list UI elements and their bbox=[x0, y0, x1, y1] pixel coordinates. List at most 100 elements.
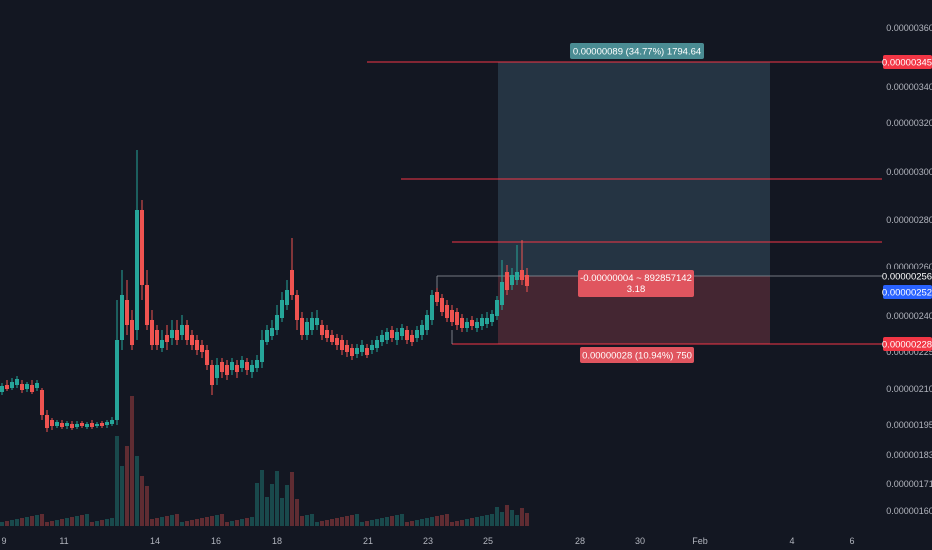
volume-bar bbox=[345, 516, 349, 526]
candle-body bbox=[225, 365, 229, 375]
time-tick-label: 9 bbox=[1, 536, 6, 546]
candle-body bbox=[245, 362, 249, 370]
volume-bar bbox=[240, 519, 244, 526]
svg-text:0.00000252: 0.00000252 bbox=[882, 288, 932, 299]
candle-body bbox=[510, 275, 514, 285]
volume-bar bbox=[40, 514, 44, 526]
candle-body bbox=[220, 362, 224, 372]
candle-body bbox=[450, 310, 454, 322]
candle-body bbox=[385, 332, 389, 340]
candle-body bbox=[235, 365, 239, 372]
volume-bar bbox=[260, 470, 264, 526]
volume-bar bbox=[225, 522, 229, 526]
volume-bar bbox=[130, 396, 134, 526]
volume-bar bbox=[490, 514, 494, 526]
price-tick-label: 0.00000260 bbox=[886, 262, 932, 272]
candle-body bbox=[525, 275, 529, 286]
candle-body bbox=[275, 315, 279, 330]
volume-bar bbox=[70, 517, 74, 526]
volume-bar bbox=[430, 517, 434, 526]
candle-body bbox=[30, 385, 34, 392]
volume-bar bbox=[455, 521, 459, 526]
volume-bar bbox=[405, 522, 409, 526]
volume-bar bbox=[445, 514, 449, 526]
svg-text:0.00000028 (10.94%) 750: 0.00000028 (10.94%) 750 bbox=[582, 351, 692, 362]
price-tick-label: 0.00000160 bbox=[886, 506, 932, 516]
svg-text:0.00000089 (34.77%) 1794.64: 0.00000089 (34.77%) 1794.64 bbox=[573, 47, 701, 58]
volume-bar bbox=[90, 522, 94, 526]
volume-bar bbox=[435, 516, 439, 526]
candle-body bbox=[180, 325, 184, 335]
volume-bar bbox=[250, 517, 254, 526]
volume-bar bbox=[265, 497, 269, 526]
volume-bar bbox=[75, 516, 79, 526]
candle-body bbox=[460, 318, 464, 328]
volume-bar bbox=[355, 514, 359, 526]
profit-zone[interactable] bbox=[498, 62, 770, 276]
volume-bar bbox=[5, 521, 9, 526]
volume-bar bbox=[165, 516, 169, 526]
volume-bar bbox=[175, 514, 179, 526]
candle-body bbox=[160, 340, 164, 348]
volume-bar bbox=[25, 517, 29, 526]
candle-body bbox=[440, 298, 444, 312]
svg-text:0.00000256: 0.00000256 bbox=[882, 272, 932, 283]
volume-bar bbox=[125, 446, 129, 526]
volume-bar bbox=[55, 520, 59, 526]
volume-bar bbox=[415, 520, 419, 526]
volume-bar bbox=[190, 520, 194, 526]
price-tick-label: 0.00000210 bbox=[886, 384, 932, 394]
candle-body bbox=[430, 295, 434, 320]
volume-bar bbox=[465, 519, 469, 526]
candle-body bbox=[320, 325, 324, 335]
candle-body bbox=[130, 320, 134, 345]
volume-bar bbox=[180, 522, 184, 526]
volume-bar bbox=[305, 515, 309, 526]
volume-bar bbox=[470, 518, 474, 526]
volume-bar bbox=[420, 519, 424, 526]
candle-body bbox=[25, 384, 29, 389]
candle-body bbox=[260, 340, 264, 362]
candle-body bbox=[340, 340, 344, 350]
candle-body bbox=[50, 420, 54, 426]
volume-bar bbox=[390, 516, 394, 526]
candle-body bbox=[5, 385, 9, 389]
candle-body bbox=[170, 330, 174, 338]
candle-body bbox=[145, 285, 149, 325]
candle-body bbox=[380, 335, 384, 342]
time-tick-label: 23 bbox=[423, 536, 433, 546]
stop-label[interactable]: 0.00000028 (10.94%) 750 bbox=[580, 347, 694, 363]
candle-body bbox=[415, 330, 419, 338]
candle-body bbox=[20, 384, 24, 390]
volume-bar bbox=[280, 498, 284, 526]
price-tick-label: 0.00000280 bbox=[886, 215, 932, 225]
candle-body bbox=[365, 348, 369, 355]
candle-body bbox=[295, 295, 299, 320]
candle-body bbox=[325, 330, 329, 338]
candle-body bbox=[175, 330, 179, 340]
time-tick-label: 28 bbox=[575, 536, 585, 546]
volume-bar bbox=[105, 519, 109, 526]
candle-body bbox=[70, 424, 74, 428]
volume-bar bbox=[230, 521, 234, 526]
candle-body bbox=[370, 345, 374, 350]
volume-bar bbox=[235, 520, 239, 526]
volume-bar bbox=[245, 518, 249, 526]
pnl-label[interactable]: -0.00000004 ~ 892857142 3.18 bbox=[578, 270, 694, 297]
candle-body bbox=[465, 322, 469, 328]
volume-bar bbox=[310, 514, 314, 526]
candle-body bbox=[485, 318, 489, 324]
volume-bars bbox=[0, 396, 529, 526]
volume-bar bbox=[205, 517, 209, 526]
time-tick-label: 4 bbox=[789, 536, 794, 546]
time-axis[interactable]: 9 11 14 16 18 21 23 25 28 30 Feb 4 6 bbox=[1, 536, 854, 546]
candle-body bbox=[140, 210, 144, 285]
volume-bar bbox=[375, 519, 379, 526]
volume-bar bbox=[495, 507, 499, 526]
profit-label[interactable]: 0.00000089 (34.77%) 1794.64 bbox=[570, 43, 704, 59]
time-tick-label: Feb bbox=[692, 536, 708, 546]
price-axis[interactable]: 0.00000360 0.00000340 0.00000320 0.00000300… bbox=[886, 23, 932, 516]
volume-bar bbox=[515, 515, 519, 526]
candle-body bbox=[0, 386, 4, 392]
